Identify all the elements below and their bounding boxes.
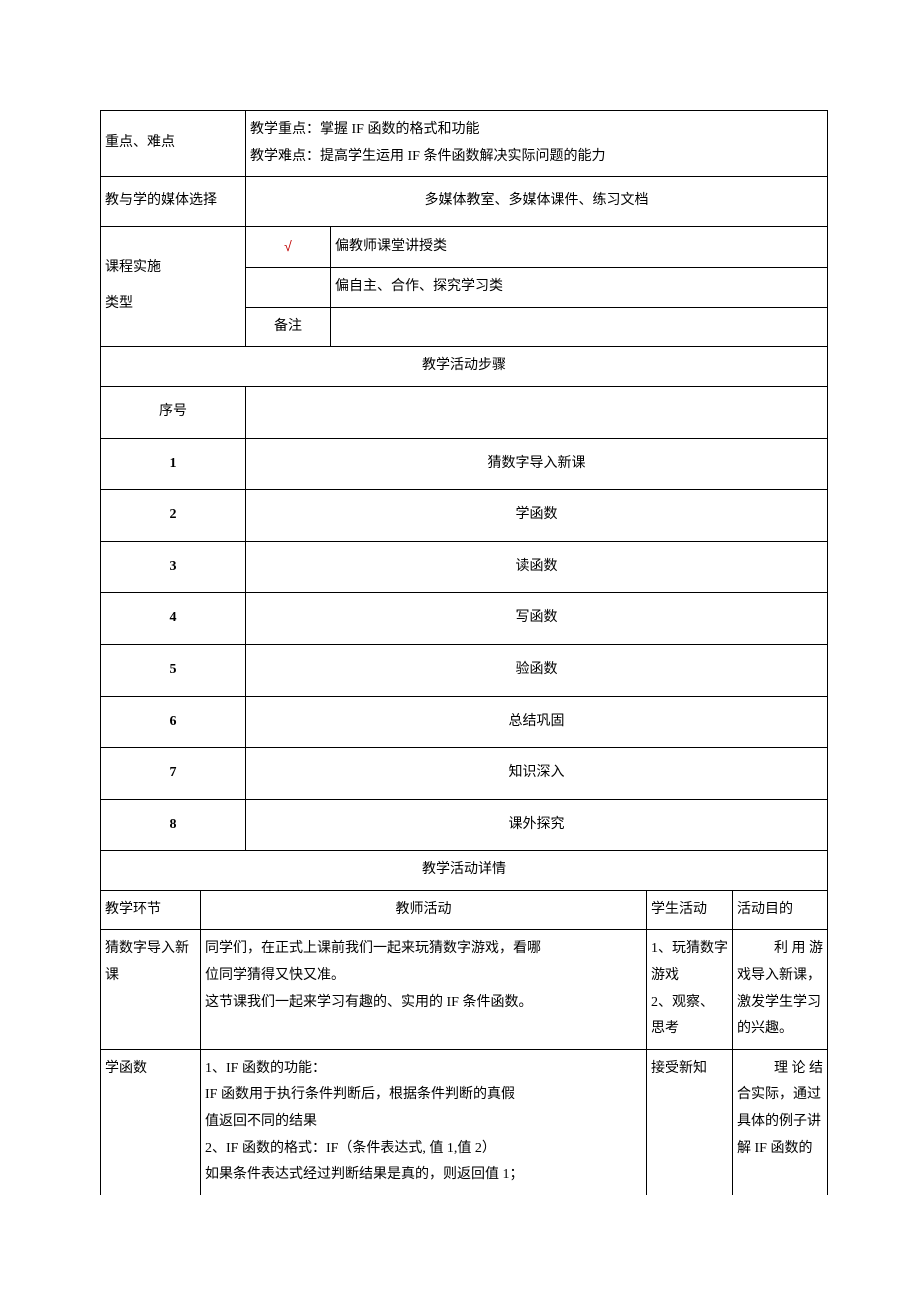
student-line: 思考 xyxy=(651,1016,728,1043)
detail-col-student: 学生活动 xyxy=(647,890,733,930)
step-title: 猜数字导入新课 xyxy=(246,438,828,490)
label-keypoints: 重点、难点 xyxy=(101,111,246,177)
teacher-line: IF 函数用于执行条件判断后，根据条件判断的真假 xyxy=(205,1082,642,1109)
teacher-line: 如果条件表达式经过判断结果是真的，则返回值 1； xyxy=(205,1162,642,1189)
step-title: 写函数 xyxy=(246,593,828,645)
label-media: 教与学的媒体选择 xyxy=(101,177,246,226)
step-num: 5 xyxy=(101,644,246,696)
detail-student: 1、玩猜数字 游戏 2、观察、 思考 xyxy=(647,930,733,1049)
detail-header: 教学活动详情 xyxy=(101,851,828,891)
detail-goal: 理 论 结 合实际，通过 具体的例子讲 解 IF 函数的 xyxy=(733,1049,828,1194)
detail-phase: 学函数 xyxy=(101,1049,201,1194)
step-title: 总结巩固 xyxy=(246,696,828,748)
goal-line: 戏导入新课， xyxy=(737,963,823,990)
detail-col-phase: 教学环节 xyxy=(101,890,201,930)
student-line: 接受新知 xyxy=(651,1056,728,1083)
student-line: 游戏 xyxy=(651,963,728,990)
course-type-remark xyxy=(331,307,828,347)
keypoint-line1: 教学重点：掌握 IF 函数的格式和功能 xyxy=(250,117,823,144)
detail-student: 接受新知 xyxy=(647,1049,733,1194)
step-num: 1 xyxy=(101,438,246,490)
steps-header: 教学活动步骤 xyxy=(101,347,828,387)
detail-col-goal: 活动目的 xyxy=(733,890,828,930)
teacher-line: 同学们，在正式上课前我们一起来玩猜数字游戏，看哪 xyxy=(205,936,642,963)
steps-col-title xyxy=(246,386,828,438)
goal-line: 激发学生学习 xyxy=(737,990,823,1017)
detail-teacher: 1、IF 函数的功能： IF 函数用于执行条件判断后，根据条件判断的真假 值返回… xyxy=(201,1049,647,1194)
goal-line: 的兴趣。 xyxy=(737,1016,823,1043)
goal-line: 利 用 游 xyxy=(737,936,823,963)
step-title: 读函数 xyxy=(246,541,828,593)
goal-line: 合实际，通过 xyxy=(737,1082,823,1109)
lesson-plan-table: 重点、难点 教学重点：掌握 IF 函数的格式和功能 教学难点：提高学生运用 IF… xyxy=(100,110,828,1195)
step-num: 7 xyxy=(101,748,246,800)
steps-col-num: 序号 xyxy=(101,386,246,438)
step-title: 知识深入 xyxy=(246,748,828,800)
teacher-line: 2、IF 函数的格式：IF（条件表达式, 值 1,值 2） xyxy=(205,1136,642,1163)
goal-line: 具体的例子讲 xyxy=(737,1109,823,1136)
step-num: 6 xyxy=(101,696,246,748)
detail-goal: 利 用 游 戏导入新课， 激发学生学习 的兴趣。 xyxy=(733,930,828,1049)
teacher-line: 位同学猜得又快又准。 xyxy=(205,963,642,990)
course-type-line2: 类型 xyxy=(105,286,241,322)
teacher-line: 值返回不同的结果 xyxy=(205,1109,642,1136)
content-media: 多媒体教室、多媒体课件、练习文档 xyxy=(246,177,828,226)
goal-line: 解 IF 函数的 xyxy=(737,1136,823,1163)
step-title: 课外探究 xyxy=(246,799,828,851)
teacher-line: 1、IF 函数的功能： xyxy=(205,1056,642,1083)
step-num: 4 xyxy=(101,593,246,645)
step-num: 8 xyxy=(101,799,246,851)
student-line: 1、玩猜数字 xyxy=(651,936,728,963)
teacher-line: 这节课我们一起来学习有趣的、实用的 IF 条件函数。 xyxy=(205,990,642,1017)
student-line: 2、观察、 xyxy=(651,990,728,1017)
step-num: 3 xyxy=(101,541,246,593)
detail-col-teacher: 教师活动 xyxy=(201,890,647,930)
detail-teacher: 同学们，在正式上课前我们一起来玩猜数字游戏，看哪 位同学猜得又快又准。 这节课我… xyxy=(201,930,647,1049)
keypoint-line2: 教学难点：提高学生运用 IF 条件函数解决实际问题的能力 xyxy=(250,144,823,171)
course-type-check1: √ xyxy=(246,226,331,268)
content-keypoints: 教学重点：掌握 IF 函数的格式和功能 教学难点：提高学生运用 IF 条件函数解… xyxy=(246,111,828,177)
goal-line: 理 论 结 xyxy=(737,1056,823,1083)
course-type-check2 xyxy=(246,268,331,308)
step-title: 学函数 xyxy=(246,490,828,542)
course-type-opt2: 偏自主、合作、探究学习类 xyxy=(331,268,828,308)
detail-phase: 猜数字导入新课 xyxy=(101,930,201,1049)
course-type-line1: 课程实施 xyxy=(105,250,241,286)
label-course-type: 课程实施 类型 xyxy=(101,226,246,347)
course-type-remark-label: 备注 xyxy=(246,307,331,347)
check-icon: √ xyxy=(284,238,292,254)
step-title: 验函数 xyxy=(246,644,828,696)
course-type-opt1: 偏教师课堂讲授类 xyxy=(331,226,828,268)
step-num: 2 xyxy=(101,490,246,542)
